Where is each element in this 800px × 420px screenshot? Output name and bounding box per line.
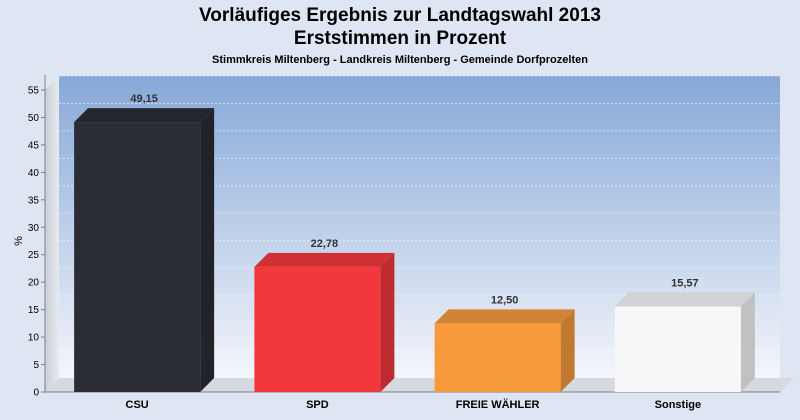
bar-top xyxy=(434,309,575,324)
bar-value-label: 15,57 xyxy=(671,278,699,290)
y-tick-label: 50 xyxy=(28,113,40,124)
bar-sonstige xyxy=(614,292,755,392)
y-tick-label: 25 xyxy=(28,250,40,261)
bar-spd xyxy=(254,252,395,392)
chart-title: Vorläufiges Ergebnis zur Landtagswahl 20… xyxy=(199,5,601,26)
labels: 49,15 CSU 22,78 SPD 12,50 FREIE WÄHLER 15,57 So… xyxy=(126,93,702,411)
y-tick-label: 30 xyxy=(28,223,40,234)
bar-side xyxy=(740,292,755,392)
bar-top xyxy=(74,108,215,123)
x-tick-label: Sonstige xyxy=(655,399,701,411)
bar-value-label: 12,50 xyxy=(491,294,519,306)
y-tick-label: 35 xyxy=(28,195,40,206)
bar-value-label: 22,78 xyxy=(311,238,339,250)
y-tick-label: 10 xyxy=(28,333,40,344)
x-tick-label: SPD xyxy=(306,399,329,411)
bar-side xyxy=(380,252,395,392)
bar-value-label: 49,15 xyxy=(130,93,158,105)
bar-side xyxy=(200,108,215,392)
bar-front xyxy=(614,306,741,392)
bar-csu xyxy=(74,108,215,392)
left-wall xyxy=(45,76,59,392)
y-tick-label: 0 xyxy=(33,388,39,399)
y-tick-label: 55 xyxy=(28,86,40,97)
y-tick-label: 20 xyxy=(28,278,40,289)
chart-subtitle: Stimmkreis Miltenberg - Landkreis Milten… xyxy=(212,54,588,66)
y-axis-label: % xyxy=(13,236,25,246)
bars xyxy=(74,108,755,392)
bar-front xyxy=(254,266,381,392)
y-tick-label: 15 xyxy=(28,305,40,316)
y-tick-label: 5 xyxy=(33,360,39,371)
bar-top xyxy=(614,292,755,307)
bar-front xyxy=(74,122,201,392)
bar-side xyxy=(560,309,575,392)
floor xyxy=(45,378,794,392)
bar-top xyxy=(254,252,395,267)
bar-front xyxy=(434,323,561,392)
y-tick-label: 45 xyxy=(28,140,40,151)
y-tick-label: 40 xyxy=(28,168,40,179)
bar-freie-w-hler xyxy=(434,309,575,392)
x-tick-label: FREIE WÄHLER xyxy=(456,398,540,411)
chart-header: Vorläufiges Ergebnis zur Landtagswahl 20… xyxy=(0,0,800,66)
chart-title-line2: Erststimmen in Prozent xyxy=(293,28,507,49)
x-tick-label: CSU xyxy=(126,399,149,411)
